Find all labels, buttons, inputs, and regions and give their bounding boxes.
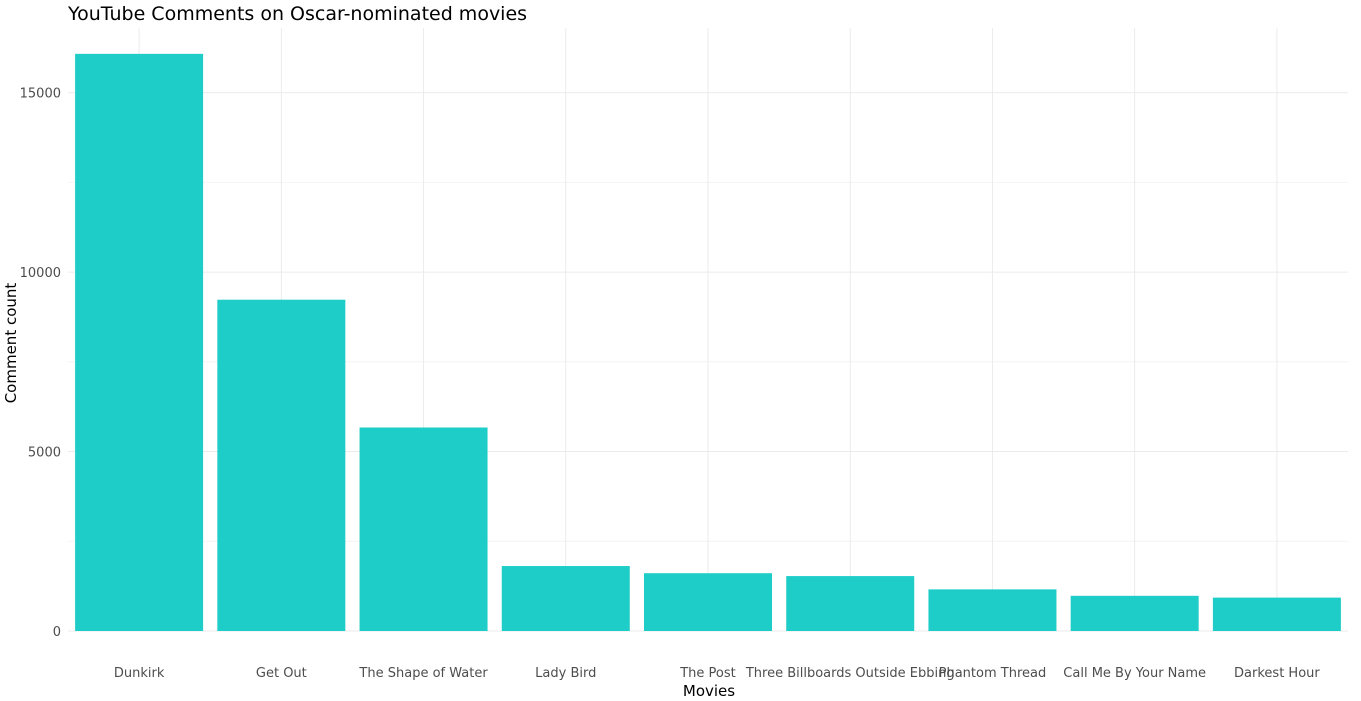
y-tick-label: 0 (53, 625, 61, 640)
bar (786, 576, 915, 631)
x-tick-label: Call Me By Your Name (1063, 666, 1206, 681)
x-tick-label: Three Billboards Outside Ebbing (745, 666, 955, 681)
x-tick-label: Darkest Hour (1234, 666, 1320, 681)
bar (359, 427, 488, 631)
x-tick-label: Get Out (256, 666, 307, 681)
y-tick-label: 10000 (20, 266, 61, 281)
x-axis-title: Movies (683, 682, 735, 700)
y-axis-ticks: 0 5000 10000 15000 (20, 87, 61, 640)
chart-title: YouTube Comments on Oscar-nominated movi… (67, 3, 527, 25)
x-tick-label: Phantom Thread (939, 666, 1047, 681)
bar (217, 299, 346, 631)
bar (75, 53, 204, 632)
bars (75, 53, 1341, 632)
y-axis-title: Comment count (2, 283, 20, 404)
grid (68, 28, 1348, 632)
x-tick-label: Lady Bird (535, 666, 596, 681)
bar (1070, 595, 1199, 631)
x-axis-ticks: Dunkirk Get Out The Shape of Water Lady Bir… (114, 666, 1321, 681)
x-tick-label: Dunkirk (114, 666, 165, 681)
y-tick-label: 5000 (28, 446, 61, 461)
bar (1212, 597, 1341, 631)
y-tick-label: 15000 (20, 87, 61, 102)
bar (501, 566, 630, 631)
x-tick-label: The Shape of Water (358, 666, 488, 681)
bar (928, 589, 1057, 631)
bar (644, 573, 772, 631)
x-tick-label: The Post (679, 666, 736, 681)
